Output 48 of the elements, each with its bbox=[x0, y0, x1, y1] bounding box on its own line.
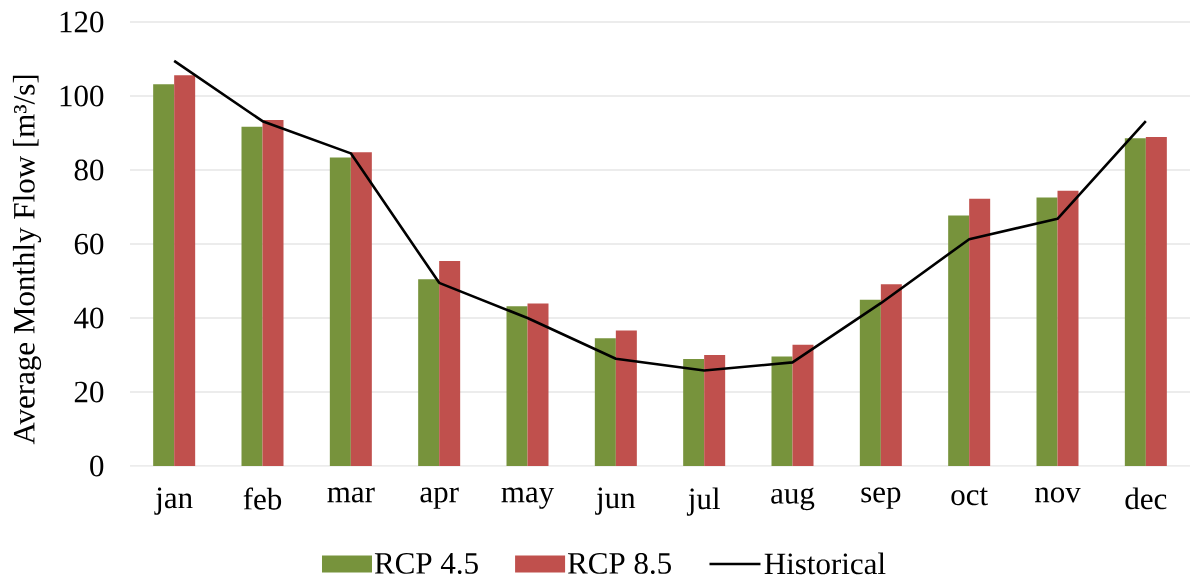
bar bbox=[792, 344, 814, 466]
bar bbox=[880, 284, 902, 466]
y-tick-label: 60 bbox=[74, 233, 104, 255]
y-tick-label: 120 bbox=[60, 11, 104, 33]
x-tick-label: aug bbox=[771, 487, 815, 511]
y-axis-title: Average Monthly Flow [m³/s] bbox=[12, 75, 42, 445]
bar bbox=[262, 120, 284, 466]
bar bbox=[1124, 138, 1146, 466]
bar bbox=[241, 126, 263, 466]
x-tick-label: feb bbox=[243, 487, 282, 510]
bar bbox=[683, 359, 705, 466]
x-tick-label: jan bbox=[154, 487, 193, 515]
bar bbox=[1057, 190, 1079, 466]
bar bbox=[350, 152, 372, 466]
y-tick-label: 40 bbox=[74, 307, 104, 329]
legend-label: RCP 4.5 bbox=[374, 552, 478, 574]
bar bbox=[704, 355, 726, 466]
bar bbox=[1036, 197, 1058, 466]
bar bbox=[771, 356, 793, 466]
x-tick-label: nov bbox=[1034, 487, 1081, 503]
bar bbox=[615, 330, 637, 466]
x-tick-label: dec bbox=[1125, 487, 1167, 510]
x-tick-label: mar bbox=[327, 487, 375, 503]
x-tick-label: sep bbox=[861, 487, 901, 509]
bar bbox=[329, 157, 351, 466]
y-tick-label: 0 bbox=[90, 455, 104, 477]
x-tick-label: oct bbox=[951, 487, 988, 506]
bar bbox=[439, 261, 461, 466]
line-series bbox=[172, 59, 1148, 372]
bar bbox=[969, 198, 991, 466]
bar bbox=[418, 279, 440, 466]
bar bbox=[948, 215, 970, 466]
bar bbox=[594, 338, 616, 466]
x-tick-label: apr bbox=[420, 487, 459, 509]
bar bbox=[506, 306, 528, 466]
bar bbox=[527, 303, 549, 466]
y-tick-label: 80 bbox=[74, 159, 104, 181]
bar bbox=[153, 84, 175, 466]
x-tick-label: jun bbox=[595, 487, 636, 515]
legend-label: RCP 8.5 bbox=[567, 552, 671, 574]
bar bbox=[174, 75, 196, 466]
x-tick-label: may bbox=[501, 487, 555, 509]
legend-label: Historical bbox=[764, 552, 886, 575]
bar bbox=[1145, 137, 1167, 466]
bar bbox=[859, 299, 881, 466]
x-tick-label: jul bbox=[686, 487, 720, 516]
y-tick-label: 20 bbox=[74, 381, 104, 403]
y-tick-label: 100 bbox=[60, 85, 104, 107]
